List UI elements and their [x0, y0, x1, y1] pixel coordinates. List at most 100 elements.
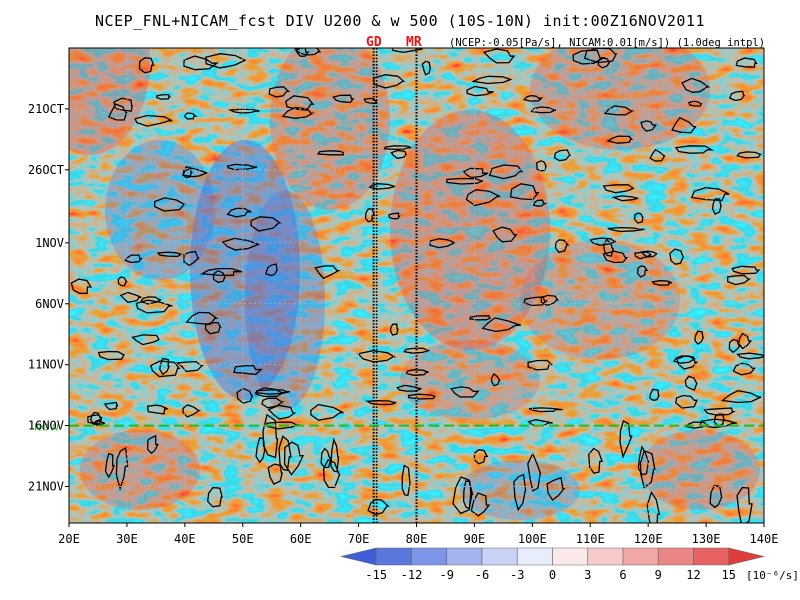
contour-w500 — [470, 492, 491, 517]
marker-label-gd: GD — [366, 35, 382, 50]
x-tick-label: 20E — [58, 532, 80, 546]
contour-w500 — [149, 360, 181, 378]
contour-w500 — [255, 437, 266, 464]
colorbar-label: -15 — [365, 568, 387, 582]
contour-w500 — [332, 94, 355, 104]
contour-w500 — [429, 238, 456, 249]
contour-w500 — [131, 334, 160, 346]
contour-w500 — [736, 151, 762, 159]
w500-contours — [70, 48, 764, 523]
anomaly-region-10 — [460, 460, 580, 520]
contour-w500 — [703, 407, 736, 416]
colorbar-label: -3 — [510, 568, 524, 582]
contour-w500 — [482, 48, 516, 64]
contour-w500 — [681, 77, 711, 93]
contour-w500 — [183, 55, 219, 71]
contour-w500 — [728, 90, 746, 102]
contour-w500 — [135, 299, 173, 314]
colorbar-swatch — [375, 547, 412, 566]
contour-w500 — [490, 372, 501, 387]
contour-w500 — [146, 404, 168, 415]
colorbar-label: 12 — [686, 568, 700, 582]
contour-w500 — [146, 434, 159, 455]
contour-w500 — [401, 464, 411, 497]
contour-w500 — [212, 269, 226, 284]
colorbar-swatch — [657, 547, 694, 566]
contour-w500 — [227, 108, 260, 114]
contour-w500 — [471, 75, 513, 85]
contour-w500 — [159, 357, 171, 376]
marker-label-mr: MR — [406, 35, 422, 50]
contour-w500 — [70, 278, 93, 295]
contour-w500 — [481, 317, 522, 333]
colorbar-label: 0 — [549, 568, 556, 582]
contour-w500 — [124, 254, 143, 264]
forecast-start-label: NOW — [34, 423, 59, 434]
contour-w500 — [684, 421, 711, 429]
contour-w500 — [688, 100, 703, 107]
contour-w500 — [588, 447, 604, 474]
contour-w500 — [727, 274, 752, 286]
contour-w500 — [204, 321, 222, 335]
contour-w500 — [236, 387, 254, 404]
contour-w500 — [226, 207, 252, 218]
contour-w500 — [528, 407, 563, 413]
contour-w500 — [640, 120, 658, 132]
contour-w500 — [676, 355, 699, 370]
colorbar-swatch — [587, 547, 624, 566]
contour-w500 — [117, 276, 128, 287]
colorbar-swatch — [552, 547, 589, 566]
x-tick-label: 110E — [576, 532, 605, 546]
anomaly-region-8 — [520, 240, 680, 360]
contour-w500 — [383, 145, 412, 151]
contour-w500 — [452, 476, 474, 515]
colorbar-swatch — [622, 547, 659, 566]
contour-w500 — [391, 48, 423, 54]
contour-w500 — [87, 414, 103, 425]
contour-w500 — [285, 95, 315, 111]
contour-w500 — [138, 57, 155, 74]
contour-w500 — [606, 135, 634, 144]
contour-w500 — [646, 490, 661, 523]
y-tick-label: 6NOV — [35, 297, 64, 311]
y-tick-label: 16NOV — [28, 419, 64, 433]
contour-w500 — [649, 148, 666, 162]
contour-w500 — [266, 421, 300, 430]
anomaly-region-7 — [400, 340, 540, 420]
contour-w500 — [583, 48, 618, 64]
contour-w500 — [634, 251, 652, 260]
contour-w500 — [674, 145, 715, 154]
anomaly-region-6 — [105, 140, 215, 280]
y-tick-label: 21OCT — [28, 102, 64, 116]
contour-w500 — [540, 294, 559, 307]
contour-w500 — [731, 265, 761, 275]
colorbar-swatch — [340, 547, 377, 566]
colorbar-label: 15 — [722, 568, 736, 582]
contour-w500 — [389, 323, 399, 336]
x-tick-label: 140E — [750, 532, 779, 546]
contour-w500 — [513, 473, 527, 512]
x-tick-label: 80E — [406, 532, 428, 546]
contour-w500 — [205, 53, 246, 69]
contour-w500 — [322, 458, 341, 489]
colorbar-label: 9 — [655, 568, 662, 582]
contour-w500 — [104, 452, 115, 479]
contour-w500 — [466, 85, 494, 97]
contour-w500 — [709, 484, 723, 509]
contour-w500 — [636, 265, 649, 278]
x-tick-label: 120E — [634, 532, 663, 546]
contour-w500 — [92, 419, 106, 426]
contour-w500 — [368, 183, 396, 190]
x-tick-label: 50E — [232, 532, 254, 546]
contour-w500 — [156, 93, 172, 100]
y-tick-label: 1NOV — [35, 236, 64, 250]
contour-w500 — [619, 419, 633, 459]
contour-w500 — [633, 212, 644, 224]
colorbar-label: 3 — [584, 568, 591, 582]
contour-w500 — [546, 476, 566, 502]
contour-w500 — [182, 166, 193, 179]
contour-w500 — [316, 150, 344, 156]
y-tick-label: 21NOV — [28, 479, 64, 493]
contour-w500 — [207, 486, 224, 508]
